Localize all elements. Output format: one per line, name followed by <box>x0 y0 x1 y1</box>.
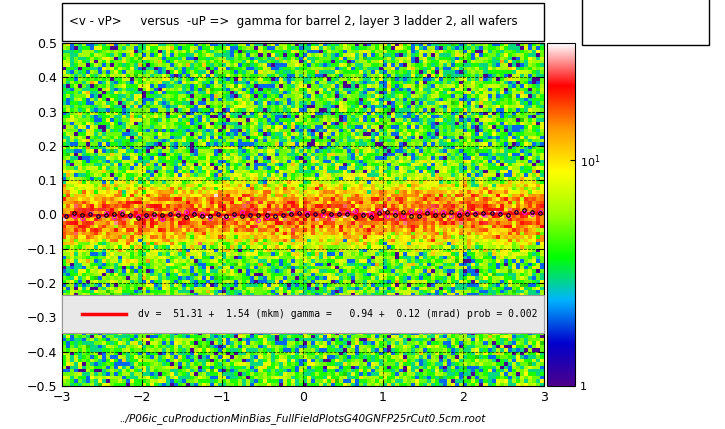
Text: ../P06ic_cuProductionMinBias_FullFieldPlotsG40GNFP25rCut0.5cm.root: ../P06ic_cuProductionMinBias_FullFieldPl… <box>120 413 486 424</box>
Text: <v - vP>     versus  -uP =>  gamma for barrel 2, layer 3 ladder 2, all wafers: <v - vP> versus -uP => gamma for barrel … <box>69 15 518 28</box>
Text: dv =  51.31 +  1.54 (mkm) gamma =   0.94 +  0.12 (mrad) prob = 0.002: dv = 51.31 + 1.54 (mkm) gamma = 0.94 + 0… <box>138 309 537 319</box>
Bar <box>62 295 544 333</box>
